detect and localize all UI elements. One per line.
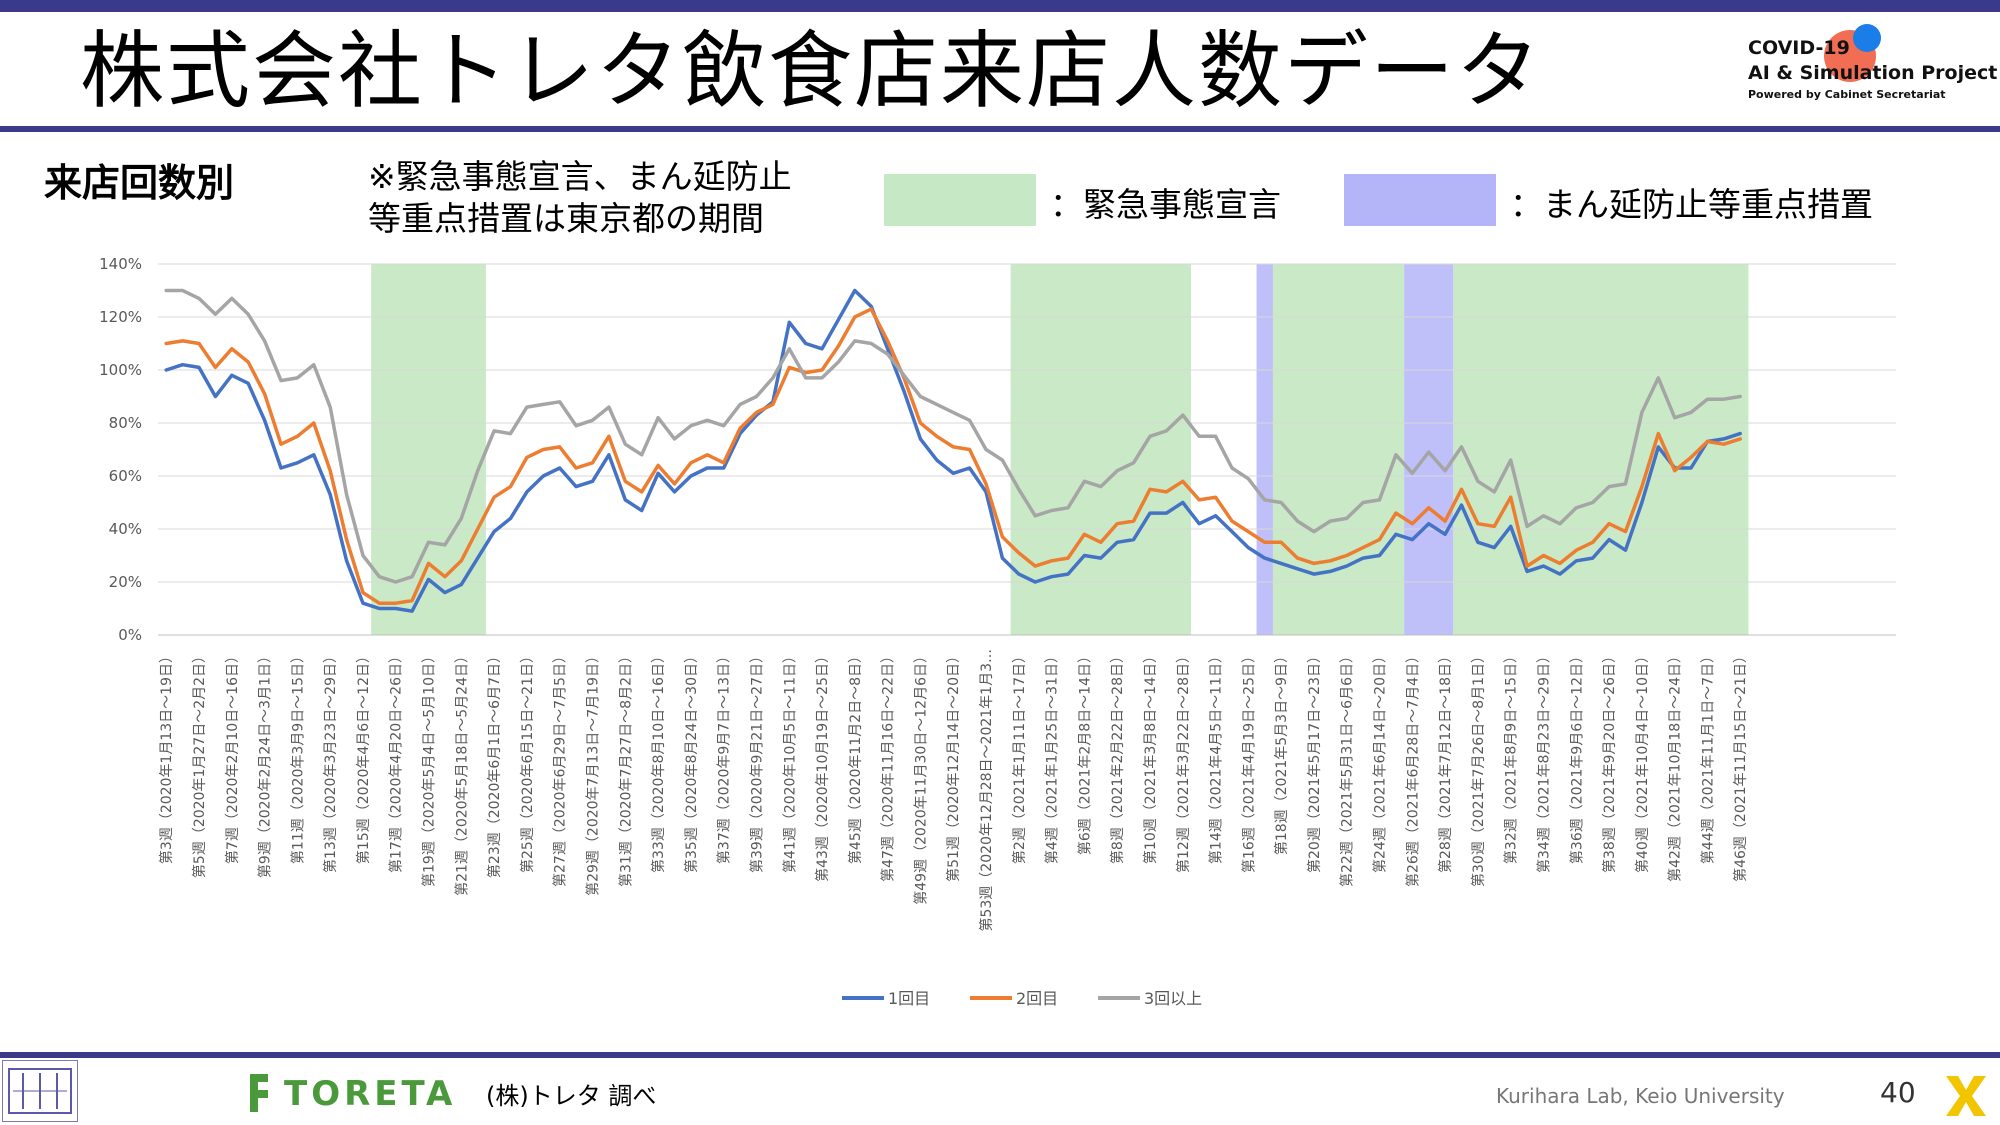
- x-tick-label: 第30週（2021年7月26日～8月1日）: [1470, 649, 1487, 887]
- x-tick-label: 第13週（2020年3月23日～29日）: [322, 649, 339, 873]
- x-tick-label: 第39週（2020年9月21日～27日）: [748, 649, 765, 873]
- footer-divider: [0, 1052, 2000, 1058]
- x-tick-label: 第42週（2021年10月18日～24日）: [1667, 649, 1684, 882]
- x-tick-label: 第46週（2021年11月15日～21日）: [1732, 649, 1749, 882]
- y-tick-label: 100%: [99, 361, 142, 379]
- manen-period-band: [1256, 264, 1273, 635]
- x-tick-label: 第41週（2020年10月5日～11日）: [781, 649, 798, 873]
- page-title: 株式会社トレタ飲食店来店人数データ: [80, 22, 1543, 120]
- x-tick-label: 第23週（2020年6月1日～6月7日）: [486, 649, 503, 878]
- x-tick-label: 第6週（2021年2月8日～14日）: [1076, 649, 1093, 855]
- x-tick-label: 第33週（2020年8月10日～16日）: [650, 649, 667, 873]
- x-tick-label: 第45週（2020年11月2日～8日）: [847, 649, 864, 864]
- x-tick-label: 第16週（2021年4月19日～25日）: [1240, 649, 1257, 873]
- x-tick-label: 第8週（2021年2月22日～28日）: [1109, 649, 1126, 864]
- legend-label-2: 2回目: [1016, 989, 1058, 1008]
- lab-credit: Kurihara Lab, Keio University: [1496, 1084, 1785, 1108]
- x-tick-label: 第12週（2021年3月22日～28日）: [1175, 649, 1192, 873]
- emergency-period-band: [1010, 264, 1191, 635]
- x-tick-label: 第20週（2021年5月17日～23日）: [1306, 649, 1323, 873]
- legend-label-1: 1回目: [888, 989, 930, 1008]
- emergency-period-band: [1272, 264, 1405, 635]
- x-tick-label: 第11週（2020年3月9日～15日）: [289, 649, 306, 864]
- y-tick-label: 80%: [109, 414, 142, 432]
- x-tick-label: 第7週（2020年2月10日～16日）: [224, 649, 241, 864]
- y-tick-label: 120%: [99, 308, 142, 326]
- x-tick-label: 第49週（2020年11月30日～12月6日）: [912, 649, 929, 905]
- period-note: ※緊急事態宣言、まん延防止 等重点措置は東京都の期間: [368, 156, 792, 240]
- series-line-2: [164, 307, 1742, 605]
- x-tick-label: 第21週（2020年5月18日～5月24日）: [453, 649, 470, 896]
- x-tick-label: 第27週（2020年6月29日～7月5日）: [552, 649, 569, 887]
- y-tick-label: 60%: [109, 467, 142, 485]
- visits-line-chart: 0% 20% 40% 60% 80% 100% 120% 140% 第3週（2020年1月13日…: [99, 255, 1896, 1008]
- x-tick-label: 第26週（2021年6月28日～7月4日）: [1404, 649, 1421, 887]
- toreta-logo-icon: [250, 1074, 268, 1112]
- project-name-line1: COVID-19: [1748, 37, 1850, 59]
- manen-legend-label: ：まん延防止等重点措置: [1510, 185, 1873, 224]
- x-tick-label: 第5週（2020年1月27日～2月2日）: [191, 649, 208, 878]
- x-tick-label: 第44週（2021年11月1日～7日）: [1699, 649, 1716, 864]
- x-tick-label: 第35週（2020年8月24日～30日）: [683, 649, 700, 873]
- legend-label-3: 3回以上: [1144, 989, 1202, 1008]
- y-tick-label: 140%: [99, 255, 142, 273]
- x-tick-label: 第51週（2020年12月14日～20日）: [945, 649, 962, 882]
- x-tick-label: 第34週（2021年8月23日～29日）: [1535, 649, 1552, 873]
- header-divider: [0, 126, 2000, 132]
- x-tick-label: 第37週（2020年9月7日～13日）: [716, 649, 733, 864]
- toreta-brand: TORETA: [284, 1074, 457, 1114]
- project-credit: Powered by Cabinet Secretariat: [1748, 88, 1946, 101]
- data-source: (株)トレタ 調べ: [486, 1082, 657, 1110]
- series-line-1: [164, 288, 1742, 613]
- x-tick-label: 第40週（2021年10月4日～10日）: [1634, 649, 1651, 873]
- page-number: 40: [1880, 1076, 1916, 1109]
- x-logo-icon: [1946, 1076, 1986, 1116]
- x-tick-label: 第3週（2020年1月13日～19日）: [158, 649, 175, 864]
- lab-logo: [2, 1060, 78, 1122]
- section-subtitle: 来店回数別: [44, 161, 235, 205]
- project-name-line2: AI & Simulation Project: [1748, 62, 1998, 84]
- x-tick-label: 第4週（2021年1月25日～31日）: [1044, 649, 1061, 864]
- y-tick-label: 40%: [109, 520, 142, 538]
- x-tick-label: 第29週（2020年7月13日～7月19日）: [585, 649, 602, 896]
- top-accent-bar: [0, 0, 2000, 12]
- x-tick-label: 第31週（2020年7月27日～8月2日）: [617, 649, 634, 887]
- emergency-legend-label: ：緊急事態宣言: [1050, 185, 1281, 224]
- x-tick-label: 第19週（2020年5月4日～5月10日）: [421, 649, 438, 887]
- x-tick-label: 第32週（2021年8月9日～15日）: [1503, 649, 1520, 864]
- period-note-line2: 等重点措置は東京都の期間: [368, 199, 764, 238]
- project-logo: COVID-19 AI & Simulation Project Powered…: [1748, 36, 1997, 104]
- x-tick-label: 第17週（2020年4月20日～26日）: [388, 649, 405, 873]
- y-tick-label: 0%: [118, 626, 142, 644]
- x-tick-label: 第14週（2021年4月5日～11日）: [1208, 649, 1225, 864]
- period-note-line1: ※緊急事態宣言、まん延防止: [368, 157, 792, 196]
- x-tick-label: 第2週（2021年1月11日～17日）: [1011, 649, 1028, 864]
- emergency-legend-swatch: [884, 174, 1036, 226]
- series-line-3: [164, 288, 1742, 584]
- y-tick-label: 20%: [109, 573, 142, 591]
- x-tick-label: 第47週（2020年11月16日～22日）: [880, 649, 897, 882]
- manen-legend-swatch: [1344, 174, 1496, 226]
- project-logo-blue-dot: [1853, 24, 1881, 52]
- x-tick-label: 第28週（2021年7月12日～18日）: [1437, 649, 1454, 873]
- x-tick-label: 第25週（2020年6月15日～21日）: [519, 649, 536, 873]
- x-tick-label: 第24週（2021年6月14日～20日）: [1372, 649, 1389, 873]
- x-tick-label: 第15週（2020年4月6日～12日）: [355, 649, 372, 864]
- lab-logo-icon: [8, 1068, 72, 1114]
- x-tick-label: 第9週（2020年2月24日～3月1日）: [257, 649, 274, 878]
- x-tick-label: 第22週（2021年5月31日～6月6日）: [1339, 649, 1356, 887]
- x-tick-label: 第53週（2020年12月28日～2021年1月3…: [978, 649, 995, 932]
- x-tick-label: 第36週（2021年9月6日～12日）: [1568, 649, 1585, 864]
- x-tick-label: 第18週（2021年5月3日～9日）: [1273, 649, 1290, 855]
- x-tick-label: 第38週（2021年9月20日～26日）: [1601, 649, 1618, 873]
- x-tick-label: 第43週（2020年10月19日～25日）: [814, 649, 831, 882]
- manen-period-band: [1404, 264, 1454, 635]
- x-tick-label: 第10週（2021年3月8日～14日）: [1142, 649, 1159, 864]
